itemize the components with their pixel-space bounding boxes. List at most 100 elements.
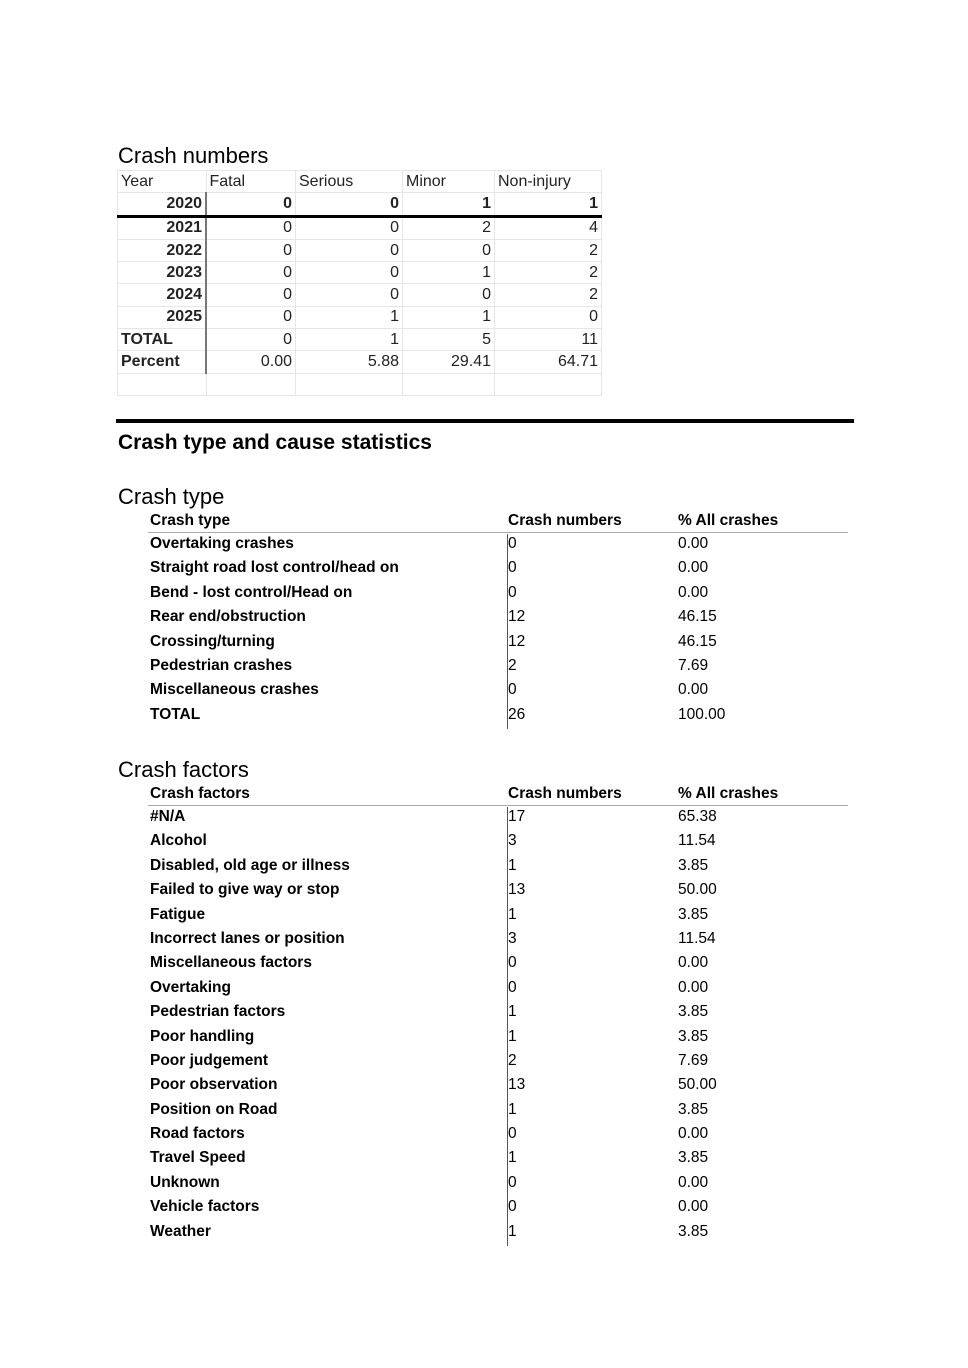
table-cell: 50.00 bbox=[678, 1076, 717, 1094]
column-header: % All crashes bbox=[678, 512, 779, 529]
table-cell: Vehicle factors bbox=[150, 1198, 260, 1216]
crash-numbers-table: Year Fatal Serious Minor Non-injury 2020 0 0 1 1 2… bbox=[117, 169, 602, 396]
table-cell: Poor handling bbox=[150, 1027, 255, 1045]
table-cell: Straight road lost control/head on bbox=[150, 559, 399, 577]
table-cell: #N/A bbox=[150, 808, 186, 825]
table-cell: 1 bbox=[508, 1003, 517, 1021]
table-cell: 3 bbox=[508, 929, 517, 947]
table-row: 2023 0 0 1 2 bbox=[117, 261, 602, 285]
table-cell: 11.54 bbox=[678, 929, 716, 947]
table-row: Weather 1 3.85 bbox=[148, 1221, 848, 1245]
table-cell: 46.15 bbox=[678, 608, 717, 626]
table-cell: 1 bbox=[295, 305, 403, 330]
table-cell: 0 bbox=[295, 238, 403, 263]
table-cell: 1 bbox=[402, 192, 495, 218]
table-cell: Disabled, old age or illness bbox=[150, 856, 350, 874]
table-cell: 2024 bbox=[117, 283, 207, 307]
table-row: Poor judgement 2 7.69 bbox=[148, 1050, 848, 1074]
table-cell: 11 bbox=[494, 328, 602, 352]
header-row: Crash factors Crash numbers % All crashes bbox=[148, 783, 848, 806]
table-cell: 0 bbox=[508, 1125, 517, 1143]
table-cell: 2022 bbox=[117, 238, 207, 263]
table-row: 2021 0 0 2 4 bbox=[117, 215, 602, 240]
table-cell: 13 bbox=[508, 1076, 526, 1094]
table-cell: 0 bbox=[508, 583, 517, 601]
column-header: Crash factors bbox=[150, 785, 250, 802]
table-cell: 0.00 bbox=[678, 1173, 709, 1191]
table-row: 2025 0 1 1 0 bbox=[117, 305, 602, 330]
table-cell: TOTAL bbox=[117, 328, 207, 352]
table-row: Position on Road 1 3.85 bbox=[148, 1099, 848, 1123]
table-cell: 0 bbox=[508, 681, 517, 699]
table-row: Fatigue 1 3.85 bbox=[148, 904, 848, 928]
section-title: Crash type and cause statistics bbox=[118, 431, 432, 454]
table-row: #N/A 17 65.38 bbox=[148, 806, 848, 830]
table-cell: 2 bbox=[402, 215, 495, 240]
table-row: 2024 0 0 0 2 bbox=[117, 283, 602, 307]
table-row: Overtaking crashes 0 0.00 bbox=[148, 533, 848, 557]
header-row: Crash type Crash numbers % All crashes bbox=[148, 510, 848, 533]
table-cell: 2025 bbox=[117, 305, 207, 330]
table-cell: 0 bbox=[205, 283, 296, 307]
table-row: 2022 0 0 0 2 bbox=[117, 238, 602, 263]
table-row: Miscellaneous crashes 0 0.00 bbox=[148, 679, 848, 703]
table-row: TOTAL 0 1 5 11 bbox=[117, 328, 602, 352]
column-header: % All crashes bbox=[678, 785, 779, 802]
table-cell: Overtaking bbox=[150, 978, 231, 996]
table-cell: 5 bbox=[402, 328, 495, 352]
table-cell: 0 bbox=[494, 305, 602, 330]
table-cell: 3.85 bbox=[678, 1149, 709, 1167]
table-cell: 1 bbox=[508, 856, 517, 874]
table-cell: 0.00 bbox=[678, 583, 709, 601]
table-cell: 0 bbox=[205, 261, 296, 285]
table-cell: 2 bbox=[508, 1051, 517, 1069]
table-cell: 1 bbox=[508, 1222, 517, 1240]
table-cell: 1 bbox=[295, 328, 403, 352]
column-header: Non-injury bbox=[494, 169, 602, 194]
table-cell: 17 bbox=[508, 808, 526, 825]
table-row: Pedestrian factors 1 3.85 bbox=[148, 1001, 848, 1025]
table-cell: 1 bbox=[508, 1027, 517, 1045]
table-cell: 0.00 bbox=[678, 559, 709, 577]
table-cell: 2023 bbox=[117, 261, 207, 285]
table-cell: TOTAL bbox=[150, 705, 201, 723]
table-row: Bend - lost control/Head on 0 0.00 bbox=[148, 582, 848, 606]
table-cell: Overtaking crashes bbox=[150, 535, 294, 552]
table-cell: Bend - lost control/Head on bbox=[150, 583, 353, 601]
crash-factors-table: Crash factors Crash numbers % All crashes #… bbox=[148, 783, 848, 1247]
column-header: Crash numbers bbox=[508, 512, 622, 529]
table-cell: 0 bbox=[205, 192, 296, 218]
table-cell: Pedestrian factors bbox=[150, 1003, 286, 1021]
table-cell: 7.69 bbox=[678, 1051, 709, 1069]
table-row: Miscellaneous factors 0 0.00 bbox=[148, 952, 848, 976]
table-cell: 11.54 bbox=[678, 832, 716, 850]
table-cell: Fatigue bbox=[150, 905, 206, 923]
table-cell: Position on Road bbox=[150, 1100, 278, 1118]
table-row: TOTAL 26 100.00 bbox=[148, 704, 848, 728]
table-cell: 0.00 bbox=[678, 1198, 709, 1216]
table-cell: Poor judgement bbox=[150, 1051, 268, 1069]
column-divider bbox=[507, 534, 508, 730]
table-row: Poor observation 13 50.00 bbox=[148, 1074, 848, 1098]
table-cell: 0 bbox=[508, 978, 517, 996]
table-cell: 50.00 bbox=[678, 881, 717, 899]
table-cell: Percent bbox=[117, 350, 207, 374]
table-cell: 12 bbox=[508, 608, 526, 626]
table-cell: 0 bbox=[402, 283, 495, 307]
table-cell: 3.85 bbox=[678, 905, 709, 923]
table-cell: 13 bbox=[508, 881, 526, 899]
table-cell: 0 bbox=[205, 238, 296, 263]
table-cell: Travel Speed bbox=[150, 1149, 246, 1167]
table-row: Incorrect lanes or position 3 11.54 bbox=[148, 928, 848, 952]
table-cell: Alcohol bbox=[150, 832, 207, 850]
crash-type-title: Crash type bbox=[118, 484, 225, 509]
table-row: 2020 0 0 1 1 bbox=[117, 192, 602, 218]
column-header: Fatal bbox=[205, 169, 296, 194]
table-row: Travel Speed 1 3.85 bbox=[148, 1147, 848, 1171]
table-cell: 29.41 bbox=[402, 350, 495, 374]
table-cell: 3.85 bbox=[678, 1100, 709, 1118]
table-cell: 0 bbox=[508, 559, 517, 577]
table-cell: 1 bbox=[508, 1100, 517, 1118]
table-row: Percent 0.00 5.88 29.41 64.71 bbox=[117, 350, 602, 374]
table-row: Crossing/turning 12 46.15 bbox=[148, 631, 848, 655]
